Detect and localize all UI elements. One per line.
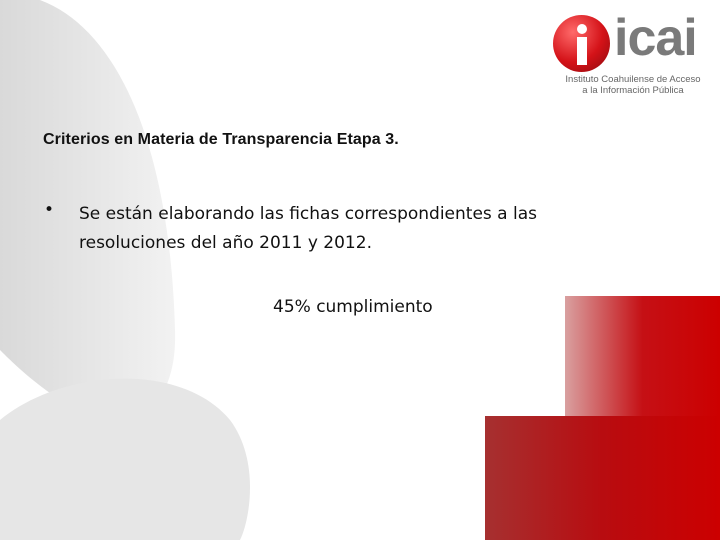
- bullet-icon: •: [44, 200, 55, 220]
- logo-subtitle: Instituto Coahuilense de Acceso a la Inf…: [558, 74, 708, 96]
- logo-wordmark: icai: [614, 9, 698, 67]
- icai-logo: icai Instituto Coahuilense de Acceso a l…: [548, 9, 718, 100]
- progress-label: 45% cumplimiento: [273, 297, 433, 317]
- bullet-text: Se están elaborando las fichas correspon…: [79, 204, 537, 253]
- logo-i-icon: [553, 15, 610, 72]
- logo-subtitle-line2: a la Información Pública: [582, 85, 684, 96]
- slide-title: Criterios en Materia de Transparencia Et…: [43, 131, 399, 148]
- logo-subtitle-line1: Instituto Coahuilense de Acceso: [565, 74, 701, 85]
